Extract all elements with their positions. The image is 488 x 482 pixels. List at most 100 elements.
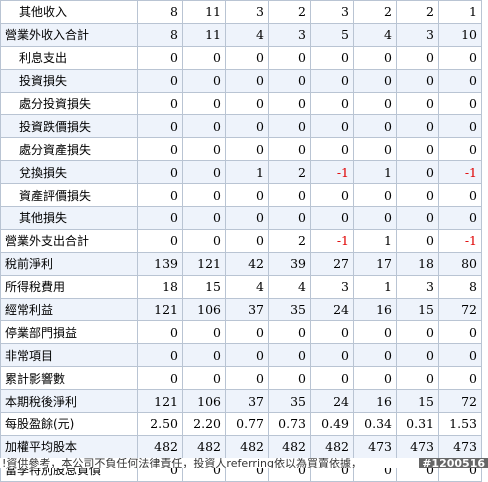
value-cell: 2 [268,228,311,253]
value-cell: 4 [353,22,397,47]
value-cell: 0 [353,206,397,230]
value-cell: 2 [353,0,397,24]
watermark: #1200516 [419,458,488,468]
value-cell: 0 [268,91,311,116]
row-label: 營業外收入合計 [0,22,138,47]
value-cell: 18 [396,251,439,276]
value-cell: 37 [225,297,269,322]
value-cell: 39 [268,251,311,276]
value-cell: 0 [182,68,226,93]
row-label: 營業外支出合計 [0,228,138,253]
value-cell: 1 [353,160,397,185]
value-cell: 0 [268,68,311,93]
value-cell: 4 [225,22,269,47]
value-cell: 4 [225,274,269,299]
table-row: 非常項目 0 0 0 0 0 0 0 0 [0,343,482,368]
value-cell: 3 [310,0,354,24]
value-cell: 0 [182,114,226,139]
table-row: 其他損失 0 0 0 0 0 0 0 0 [0,206,482,230]
table-row: 累計影響數 0 0 0 0 0 0 0 0 [0,366,482,391]
value-cell: 0 [396,183,439,208]
value-cell: 0 [225,114,269,139]
value-cell: -1 [310,228,354,253]
value-cell: 0 [225,366,269,391]
value-cell: 0 [396,228,439,253]
value-cell: 106 [182,297,226,322]
value-cell: 139 [137,251,183,276]
value-cell: 0 [225,206,269,230]
value-cell: 0.49 [310,412,354,436]
table-row: 處分資產損失 0 0 0 0 0 0 0 0 [0,137,482,162]
value-cell: 10 [438,22,482,47]
value-cell: 473 [396,434,439,459]
value-cell: 15 [182,274,226,299]
value-cell: 2.50 [137,412,183,436]
disclaimer-text: !資供參考，本公司不負任何法律責任，投資人referring依以為買賣依據， [2,458,362,468]
value-cell: 0 [353,114,397,139]
value-cell: 0 [353,183,397,208]
table-row: 處分投資損失 0 0 0 0 0 0 0 0 [0,91,482,116]
row-label: 資產評價損失 [0,183,138,208]
value-cell: 72 [438,297,482,322]
value-cell: 16 [353,389,397,414]
value-cell: 0.34 [353,412,397,436]
value-cell: 37 [225,389,269,414]
value-cell: 1 [438,0,482,24]
value-cell: 482 [137,434,183,459]
value-cell: 0 [438,137,482,162]
value-cell: 0 [182,320,226,345]
value-cell: 1 [225,160,269,185]
value-cell: 24 [310,297,354,322]
value-cell: 482 [310,434,354,459]
value-cell: 0 [396,45,439,70]
row-label: 處分投資損失 [0,91,138,116]
value-cell: -1 [310,160,354,185]
value-cell: 3 [396,274,439,299]
value-cell: 0 [137,45,183,70]
value-cell: 72 [438,389,482,414]
value-cell: 0 [310,137,354,162]
row-label: 投資損失 [0,68,138,93]
row-label: 非常項目 [0,343,138,368]
value-cell: 3 [225,0,269,24]
value-cell: 1.53 [438,412,482,436]
value-cell: 0 [268,320,311,345]
table-row: 利息支出 0 0 0 0 0 0 0 0 [0,45,482,70]
value-cell: 0 [438,206,482,230]
row-label: 投資跌價損失 [0,114,138,139]
value-cell: 24 [310,389,354,414]
row-label: 本期稅後淨利 [0,389,138,414]
value-cell: 35 [268,297,311,322]
value-cell: 0 [353,45,397,70]
value-cell: 0 [182,137,226,162]
value-cell: 18 [137,274,183,299]
value-cell: 0 [137,114,183,139]
value-cell: 0 [310,366,354,391]
value-cell: 0 [353,320,397,345]
value-cell: 15 [396,389,439,414]
value-cell: 0 [225,137,269,162]
value-cell: 3 [268,22,311,47]
value-cell: 0 [310,183,354,208]
value-cell: 0 [310,206,354,230]
value-cell: 0 [396,91,439,116]
value-cell: 17 [353,251,397,276]
table-row: 投資跌價損失 0 0 0 0 0 0 0 0 [0,114,482,139]
value-cell: 0 [182,228,226,253]
value-cell: -1 [438,160,482,185]
row-label: 經常利益 [0,297,138,322]
row-label: 其他損失 [0,206,138,230]
row-label: 稅前淨利 [0,251,138,276]
value-cell: 0 [225,228,269,253]
row-label: 利息支出 [0,45,138,70]
value-cell: 121 [137,297,183,322]
value-cell: 8 [137,22,183,47]
row-label: 其他收入 [0,0,138,24]
value-cell: 1 [353,274,397,299]
table-row: 停業部門損益 0 0 0 0 0 0 0 0 [0,320,482,345]
value-cell: 0 [353,91,397,116]
value-cell: 27 [310,251,354,276]
value-cell: 0 [396,68,439,93]
value-cell: 0 [396,320,439,345]
